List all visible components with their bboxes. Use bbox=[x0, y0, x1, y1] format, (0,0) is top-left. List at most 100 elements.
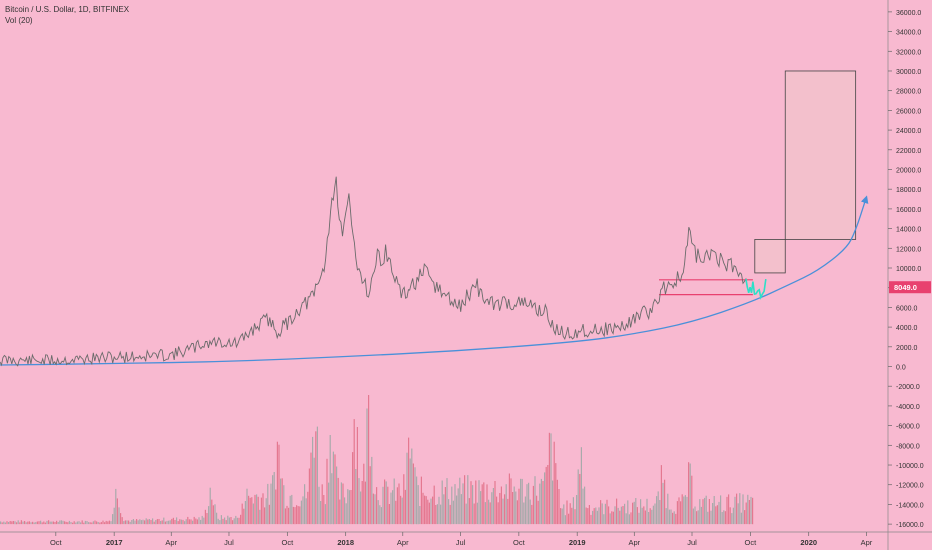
volume-bar bbox=[460, 494, 462, 525]
volume-bar bbox=[448, 499, 450, 525]
volume-indicator-label[interactable]: Vol (20) bbox=[5, 16, 33, 25]
volume-bar bbox=[228, 517, 230, 525]
volume-bar bbox=[414, 467, 416, 525]
volume-bar bbox=[654, 503, 656, 525]
volume-bar bbox=[251, 497, 253, 525]
symbol-title[interactable]: Bitcoin / U.S. Dollar, 1D, BITFINEX bbox=[5, 5, 130, 14]
volume-bar bbox=[227, 515, 229, 525]
growth-curve[interactable] bbox=[0, 195, 869, 366]
volume-bar bbox=[225, 520, 227, 525]
volume-bar bbox=[534, 476, 536, 525]
volume-bar bbox=[332, 451, 334, 525]
volume-bar bbox=[560, 508, 562, 525]
volume-bar bbox=[726, 496, 728, 525]
volume-bar bbox=[569, 503, 571, 525]
volume-bar bbox=[491, 492, 493, 525]
volume-bar bbox=[454, 484, 456, 525]
volume-bar bbox=[6, 521, 8, 525]
volume-bar bbox=[451, 486, 453, 525]
volume-bar bbox=[296, 505, 298, 525]
volume-bar bbox=[505, 484, 507, 525]
volume-bar bbox=[691, 475, 693, 525]
y-tick-label: 30000.0 bbox=[896, 69, 921, 76]
volume-bar bbox=[739, 493, 741, 525]
volume-bar bbox=[475, 480, 477, 525]
volume-bar bbox=[660, 465, 662, 525]
time-axis[interactable]: Oct 2017 Apr Jul Oct 2018 Apr Jul Oct 2019 Apr Jul O… bbox=[50, 532, 873, 547]
volume-bar bbox=[393, 478, 395, 525]
volume-bar bbox=[526, 484, 528, 525]
volume-bar bbox=[51, 521, 53, 525]
projection-box bbox=[754, 239, 786, 274]
volume-bar bbox=[648, 512, 650, 525]
y-tick-label: -12000.0 bbox=[896, 483, 924, 490]
volume-bar bbox=[409, 458, 411, 525]
volume-bar bbox=[700, 506, 702, 525]
volume-bar bbox=[680, 501, 682, 525]
volume-bar bbox=[744, 510, 746, 525]
volume-bar bbox=[433, 485, 435, 525]
volume-bar bbox=[41, 522, 43, 525]
volume-bar bbox=[430, 498, 432, 525]
volume-bar bbox=[419, 506, 421, 525]
y-tick-label: 18000.0 bbox=[896, 187, 921, 194]
volume-bar bbox=[96, 521, 98, 525]
volume-bar bbox=[222, 518, 224, 525]
volume-bar bbox=[8, 522, 10, 525]
volume-bar bbox=[33, 522, 35, 525]
volume-bar bbox=[379, 505, 381, 525]
support-lines[interactable] bbox=[659, 279, 753, 296]
volume-bar bbox=[539, 483, 541, 525]
volume-bar bbox=[649, 508, 651, 525]
y-tick-label: 6000.0 bbox=[896, 305, 918, 312]
volume-bar bbox=[14, 521, 16, 525]
volume-bar bbox=[323, 495, 325, 525]
x-tick-label: 2018 bbox=[337, 538, 354, 547]
volume-bar bbox=[262, 493, 264, 525]
volume-bar bbox=[350, 490, 352, 525]
volume-bar bbox=[123, 521, 125, 525]
volume-bar bbox=[544, 472, 546, 525]
volume-bar bbox=[545, 466, 547, 525]
volume-bar bbox=[272, 475, 274, 525]
volume-bar bbox=[563, 504, 565, 525]
volume-bar bbox=[697, 510, 699, 525]
volume-bar bbox=[19, 522, 21, 525]
volume-bar bbox=[497, 502, 499, 525]
volume-bar bbox=[712, 503, 714, 525]
volume-bar bbox=[36, 521, 38, 525]
volume-bar bbox=[161, 520, 163, 525]
projection-boxes[interactable] bbox=[754, 70, 857, 274]
volume-bar bbox=[254, 494, 256, 525]
volume-bar bbox=[499, 493, 501, 525]
volume-bar bbox=[438, 496, 440, 525]
volume-bar bbox=[124, 520, 126, 525]
volume-bar bbox=[360, 491, 362, 525]
volume-bar bbox=[198, 517, 200, 525]
volume-bar bbox=[598, 507, 600, 525]
volume-bars bbox=[0, 395, 754, 525]
volume-bar bbox=[515, 491, 517, 525]
volume-bar bbox=[462, 483, 464, 525]
volume-bar bbox=[664, 479, 666, 525]
volume-bar bbox=[336, 466, 338, 525]
volume-bar bbox=[158, 519, 160, 525]
volume-bar bbox=[25, 522, 27, 525]
volume-bar bbox=[628, 514, 630, 525]
volume-bar bbox=[49, 521, 51, 525]
volume-bar bbox=[555, 463, 557, 525]
volume-bar bbox=[736, 493, 738, 525]
volume-bar bbox=[374, 494, 376, 525]
volume-bar bbox=[531, 504, 533, 525]
volume-bar bbox=[65, 521, 67, 525]
y-tick-label: 26000.0 bbox=[896, 108, 921, 115]
volume-bar bbox=[299, 506, 301, 525]
volume-bar bbox=[52, 521, 54, 525]
volume-bar bbox=[44, 522, 46, 525]
last-price-badge: 8049.0 bbox=[889, 281, 931, 294]
volume-bar bbox=[168, 520, 170, 525]
volume-bar bbox=[612, 511, 614, 525]
y-tick-label: 14000.0 bbox=[896, 227, 921, 234]
price-axis[interactable]: 36000.0 34000.0 32000.0 30000.0 28000.0 26000… bbox=[888, 10, 924, 529]
